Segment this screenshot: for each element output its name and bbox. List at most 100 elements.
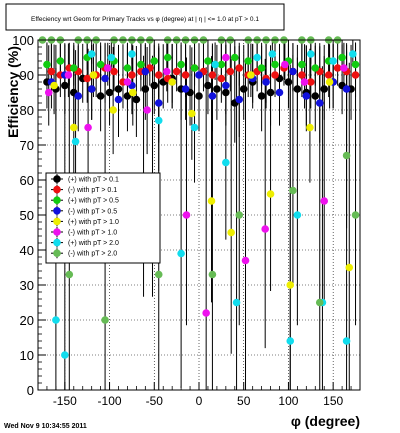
data-point [257, 92, 266, 100]
y-tick-label: 0 [27, 383, 34, 398]
data-point [128, 50, 136, 58]
data-point [163, 53, 172, 62]
data-point [261, 225, 269, 233]
data-point [222, 81, 230, 90]
data-point [114, 85, 123, 93]
data-point [286, 337, 295, 345]
data-point [154, 270, 163, 279]
data-point [342, 151, 351, 160]
data-point [298, 71, 306, 79]
y-tick-label: 70 [20, 138, 34, 153]
legend-label: (-) with pT > 1.0 [68, 230, 117, 237]
y-tick-label: 10 [20, 348, 34, 363]
legend-label: (+) with pT > 1.0 [68, 219, 119, 226]
legend-label: (+) with pT > 2.0 [68, 240, 119, 247]
data-point [307, 50, 315, 58]
y-tick-label: 20 [20, 313, 34, 328]
data-point [349, 50, 357, 58]
data-point [311, 64, 320, 72]
x-tick-label: 100 [278, 394, 298, 408]
data-point [101, 74, 109, 83]
data-point [222, 53, 230, 62]
x-tick-label: -100 [98, 394, 122, 408]
data-point [222, 88, 230, 97]
data-point [132, 95, 141, 104]
data-point [128, 71, 136, 79]
data-point [333, 64, 342, 72]
data-point [268, 50, 277, 58]
data-point [244, 57, 252, 65]
data-point [74, 92, 83, 100]
data-point [101, 316, 109, 324]
data-point [320, 85, 329, 93]
data-point [300, 78, 309, 86]
data-point [289, 186, 297, 195]
legend-label: (+) with pT > 0.5 [68, 198, 119, 205]
data-point [320, 197, 329, 205]
data-point [89, 71, 98, 79]
data-point [324, 71, 333, 79]
data-point [262, 78, 270, 86]
data-point [182, 211, 191, 219]
data-point [342, 85, 351, 93]
data-point [141, 85, 150, 93]
data-point [213, 85, 221, 93]
data-point [96, 92, 105, 100]
data-point [217, 74, 226, 83]
data-point [281, 60, 289, 69]
data-point [188, 109, 196, 118]
data-point [315, 99, 324, 107]
data-point [232, 298, 241, 307]
y-tick-label: 40 [20, 243, 34, 258]
data-point [208, 71, 217, 79]
data-point [105, 88, 114, 97]
data-point [87, 85, 96, 93]
data-point [202, 309, 210, 317]
data-point [253, 53, 261, 62]
data-point [271, 71, 279, 79]
data-point [266, 190, 275, 198]
data-point [222, 158, 230, 167]
y-tick-label: 80 [20, 103, 34, 118]
data-point [69, 64, 78, 72]
data-point [211, 60, 219, 69]
data-point [129, 88, 137, 97]
data-point [64, 71, 73, 79]
data-point [61, 81, 69, 90]
data-point [311, 92, 320, 100]
data-point [47, 67, 56, 76]
data-point [345, 263, 354, 272]
data-point [247, 71, 255, 79]
data-point [275, 88, 284, 97]
legend-marker [53, 207, 61, 215]
data-point [50, 81, 58, 90]
data-point [87, 50, 96, 58]
legend-label: (-) with pT > 0.5 [68, 208, 117, 215]
data-point [52, 316, 60, 324]
y-axis-label: Efficiency (%) [5, 46, 21, 138]
data-point [107, 53, 116, 62]
data-point [143, 106, 151, 114]
title-box [5, 3, 285, 31]
legend-marker [53, 228, 61, 236]
data-point [325, 78, 334, 86]
data-point [315, 298, 324, 307]
data-point [293, 85, 302, 93]
axes: -150 -100 -50 0 50 100 150 0 10 20 30 40 50 60 70 80 90 1… [12, 33, 352, 408]
data-point [61, 351, 69, 359]
legend-marker [53, 217, 61, 226]
data-point [137, 60, 145, 69]
data-point [163, 67, 171, 76]
data-point [150, 81, 159, 90]
data-point [177, 60, 185, 69]
timestamp-footer: Wed Nov 9 10:34:55 2011 [4, 423, 87, 430]
data-point [123, 78, 132, 86]
data-point [227, 228, 235, 237]
data-point [329, 57, 337, 65]
data-point [306, 123, 314, 132]
data-point [266, 88, 275, 97]
data-point [172, 67, 181, 76]
data-point [342, 337, 351, 345]
data-point [208, 270, 217, 279]
